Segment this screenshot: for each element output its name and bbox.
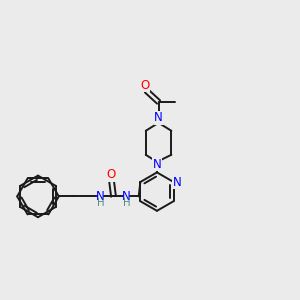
Text: N: N	[96, 190, 105, 203]
Text: H: H	[123, 198, 130, 208]
Text: O: O	[106, 168, 116, 181]
Text: N: N	[173, 176, 182, 188]
Text: H: H	[97, 198, 104, 208]
Text: N: N	[154, 112, 163, 124]
Text: N: N	[122, 190, 131, 203]
Text: N: N	[153, 158, 161, 171]
Text: O: O	[140, 79, 149, 92]
